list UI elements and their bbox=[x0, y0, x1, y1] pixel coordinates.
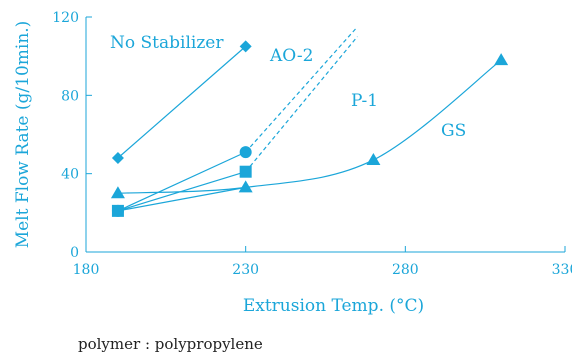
data-point-p-1 bbox=[239, 165, 252, 178]
polymer-note: polymer : polypropylene bbox=[78, 335, 263, 353]
series-label-p-1: P-1 bbox=[351, 91, 378, 111]
data-point-no-stabilizer bbox=[111, 152, 124, 164]
x-axis-title: Extrusion Temp. (°C) bbox=[243, 296, 424, 316]
x-tick-label: 230 bbox=[232, 262, 259, 278]
data-point-gs bbox=[110, 186, 125, 199]
y-tick-label: 120 bbox=[52, 10, 79, 26]
data-point-no-stabilizer bbox=[239, 40, 252, 53]
data-point-gs bbox=[366, 152, 381, 165]
series-dashed-extension-p-1 bbox=[245, 36, 358, 173]
y-tick-label: 40 bbox=[61, 167, 79, 183]
y-tick-label: 80 bbox=[61, 88, 79, 104]
y-axis-title: Melt Flow Rate (g/10min.) bbox=[13, 21, 33, 249]
y-tick-label: 0 bbox=[70, 245, 79, 261]
series-line-gs bbox=[117, 59, 502, 194]
series-label-ao-2: AO-2 bbox=[269, 46, 313, 66]
data-point-gs bbox=[238, 180, 253, 193]
x-tick-label: 330 bbox=[552, 262, 572, 278]
x-tick-label: 280 bbox=[392, 262, 419, 278]
data-point-ao-2 bbox=[239, 146, 252, 159]
series-line-no-stabilizer bbox=[117, 45, 247, 159]
series-label-gs: GS bbox=[441, 121, 466, 141]
series-extra-segment-gs bbox=[117, 186, 246, 212]
series-line-ao-2 bbox=[117, 151, 246, 212]
series-label-no-stabilizer: No Stabilizer bbox=[110, 33, 224, 53]
x-tick-label: 180 bbox=[73, 262, 100, 278]
data-point-gs bbox=[494, 53, 509, 66]
